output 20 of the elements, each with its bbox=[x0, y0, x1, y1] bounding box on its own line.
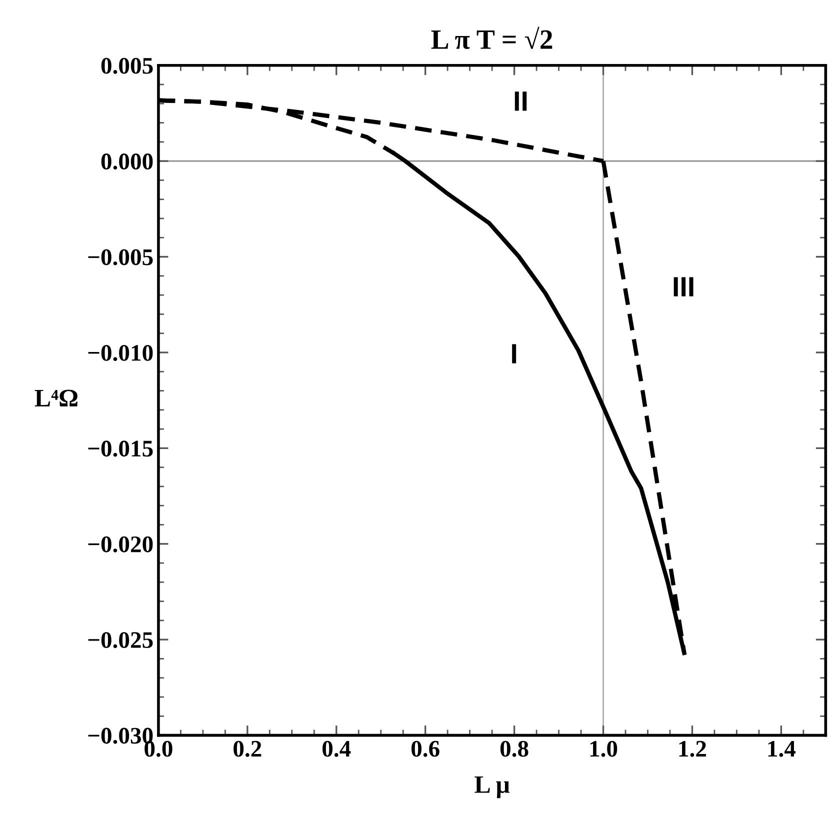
y-tick-label: −0.010 bbox=[88, 344, 153, 362]
x-tick-label: 1.2 bbox=[679, 740, 706, 757]
annotation: III bbox=[674, 277, 694, 296]
x-tick-label: 0.8 bbox=[500, 740, 528, 757]
x-tick-label: 1.4 bbox=[768, 740, 796, 757]
y-tick-label: −0.005 bbox=[88, 249, 153, 266]
y-tick-label: 0.000 bbox=[101, 154, 153, 170]
chart-title: L π T = √2 bbox=[431, 26, 552, 49]
y-tick-label: −0.015 bbox=[88, 440, 153, 457]
annotation: I bbox=[512, 344, 516, 364]
annotation: II bbox=[514, 92, 527, 111]
x-tick-label: 0.6 bbox=[411, 740, 440, 757]
y-tick-label: −0.025 bbox=[88, 632, 153, 648]
y-axis-title: L⁴Ω bbox=[34, 390, 78, 406]
x-axis-title: L μ bbox=[474, 776, 510, 798]
x-tick-label: 0.4 bbox=[322, 740, 351, 757]
y-tick-label: −0.020 bbox=[88, 536, 153, 552]
x-tick-label: 0.2 bbox=[234, 740, 262, 757]
y-tick-label: 0.005 bbox=[101, 58, 153, 74]
x-tick-label: 1.0 bbox=[590, 740, 618, 757]
